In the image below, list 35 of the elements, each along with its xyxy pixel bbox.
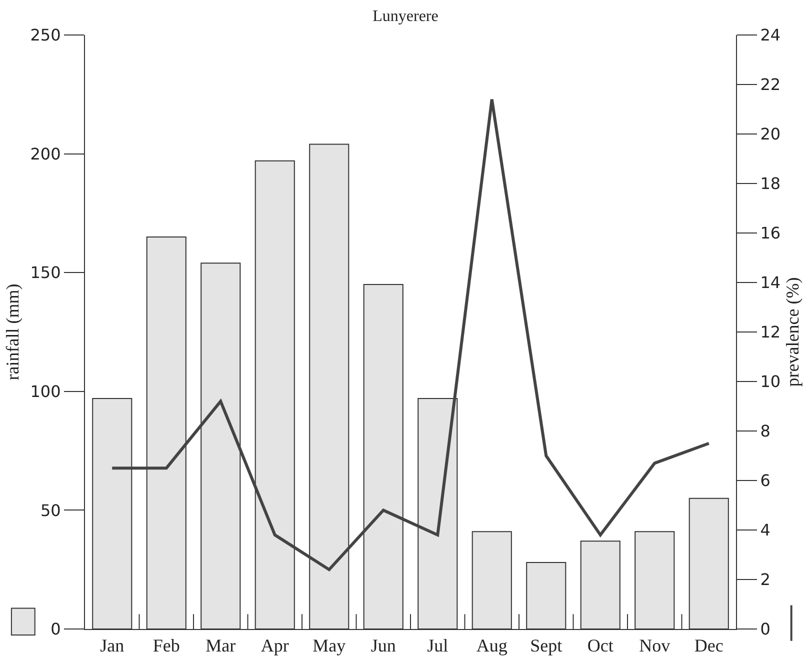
x-tick-label: Feb	[152, 636, 180, 656]
x-tick-label: Jul	[427, 636, 448, 656]
y2-tick-label: 10	[760, 372, 781, 392]
y2-tick-label: 14	[760, 273, 781, 292]
y2-tick-label: 18	[760, 174, 781, 194]
x-tick-label: Dec	[694, 636, 724, 656]
y-tick-label: 100	[30, 382, 61, 401]
y2-tick-label: 0	[760, 620, 770, 639]
y2-tick-label: 6	[760, 471, 770, 490]
y2-tick-label: 20	[760, 124, 781, 144]
y2-tick-label: 22	[760, 75, 781, 94]
y-tick-label: 50	[40, 500, 61, 520]
y-tick-label: 200	[30, 144, 61, 164]
x-tick-label: Sept	[530, 636, 562, 656]
y2-tick-label: 12	[760, 322, 781, 342]
chart-title: Lunyerere	[372, 8, 438, 26]
y2-axis-title: prevalence (%)	[782, 277, 803, 387]
x-tick-label: Jan	[100, 636, 124, 656]
line-series	[110, 98, 710, 572]
y2-tick-label: 4	[760, 520, 770, 540]
y-tick-label: 0	[50, 620, 61, 639]
y-tick-label: 150	[30, 263, 61, 282]
y-axis-title: rainfall (mm)	[2, 284, 22, 380]
x-tick-label: Jun	[370, 636, 396, 656]
x-tick-label: May	[312, 636, 346, 656]
y2-tick-label: 2	[760, 570, 770, 590]
y2-tick-label: 16	[760, 224, 781, 243]
y2-tick-label: 24	[760, 26, 781, 45]
x-tick-label: Mar	[206, 636, 236, 656]
y2-tick-label: 8	[760, 422, 770, 441]
x-tick-label: Nov	[639, 636, 670, 656]
x-tick-label: Apr	[260, 636, 289, 656]
y-tick-label: 250	[30, 26, 61, 45]
x-tick-label: Oct	[587, 636, 614, 656]
x-tick-label: Aug	[476, 636, 508, 656]
